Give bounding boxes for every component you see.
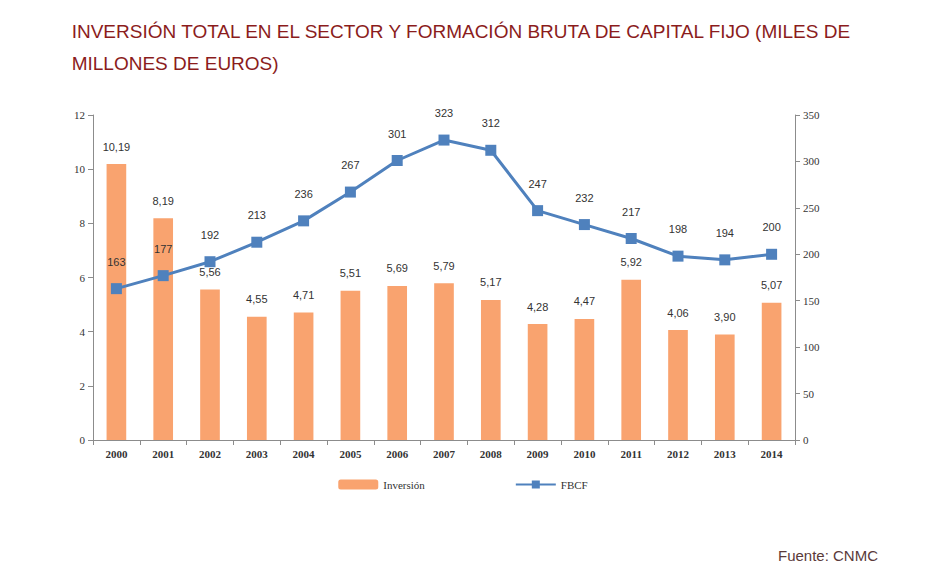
svg-text:Fuente: CNMC: Fuente: CNMC [778,547,878,564]
svg-text:10,19: 10,19 [103,141,131,153]
svg-text:267: 267 [341,159,359,171]
svg-text:10: 10 [74,163,86,175]
svg-text:12: 12 [74,109,85,121]
svg-text:194: 194 [716,227,734,239]
svg-text:4,47: 4,47 [574,295,595,307]
svg-text:213: 213 [248,209,266,221]
svg-text:INVERSIÓN TOTAL EN EL SECTOR Y: INVERSIÓN TOTAL EN EL SECTOR Y FORMACIÓN… [72,21,850,42]
svg-text:3,90: 3,90 [714,311,735,323]
svg-text:312: 312 [482,117,500,129]
svg-text:2004: 2004 [293,448,316,460]
svg-text:2013: 2013 [714,448,737,460]
svg-text:4: 4 [80,326,86,338]
svg-text:247: 247 [528,178,546,190]
svg-text:5,51: 5,51 [340,267,361,279]
svg-text:FBCF: FBCF [561,479,588,491]
svg-text:200: 200 [803,248,820,260]
svg-text:177: 177 [154,243,172,255]
svg-text:198: 198 [669,223,687,235]
svg-text:2001: 2001 [152,448,174,460]
svg-text:2011: 2011 [620,448,641,460]
svg-text:2002: 2002 [199,448,222,460]
svg-text:4,06: 4,06 [667,307,688,319]
svg-text:232: 232 [575,192,593,204]
svg-text:0: 0 [803,434,809,446]
svg-text:50: 50 [803,388,815,400]
svg-text:300: 300 [803,155,820,167]
svg-text:5,79: 5,79 [433,260,454,272]
svg-text:163: 163 [107,256,125,268]
svg-text:2000: 2000 [105,448,128,460]
svg-text:8,19: 8,19 [152,195,173,207]
svg-text:2010: 2010 [573,448,596,460]
svg-text:5,07: 5,07 [761,279,782,291]
svg-text:200: 200 [762,221,780,233]
svg-text:2008: 2008 [480,448,503,460]
svg-text:Inversión: Inversión [383,479,425,491]
svg-text:4,28: 4,28 [527,301,548,313]
svg-text:236: 236 [294,188,312,200]
svg-text:0: 0 [80,434,86,446]
svg-text:2003: 2003 [246,448,269,460]
svg-text:150: 150 [803,295,820,307]
svg-text:4,71: 4,71 [293,289,314,301]
svg-text:5,69: 5,69 [386,262,407,274]
svg-text:323: 323 [435,107,453,119]
svg-text:2005: 2005 [339,448,362,460]
svg-text:5,56: 5,56 [199,266,220,278]
svg-text:350: 350 [803,109,820,121]
svg-text:5,92: 5,92 [620,256,641,268]
svg-text:100: 100 [803,341,820,353]
svg-text:2012: 2012 [667,448,690,460]
svg-text:8: 8 [80,217,86,229]
svg-text:MILLONES DE EUROS): MILLONES DE EUROS) [72,53,279,74]
svg-text:2007: 2007 [433,448,456,460]
svg-text:2009: 2009 [527,448,550,460]
svg-text:301: 301 [388,128,406,140]
svg-text:2: 2 [80,380,86,392]
svg-text:6: 6 [80,272,86,284]
svg-text:250: 250 [803,202,820,214]
svg-text:2006: 2006 [386,448,409,460]
svg-text:4,55: 4,55 [246,293,267,305]
svg-text:5,17: 5,17 [480,276,501,288]
svg-text:217: 217 [622,206,640,218]
svg-text:192: 192 [201,229,219,241]
svg-text:2014: 2014 [761,448,784,460]
